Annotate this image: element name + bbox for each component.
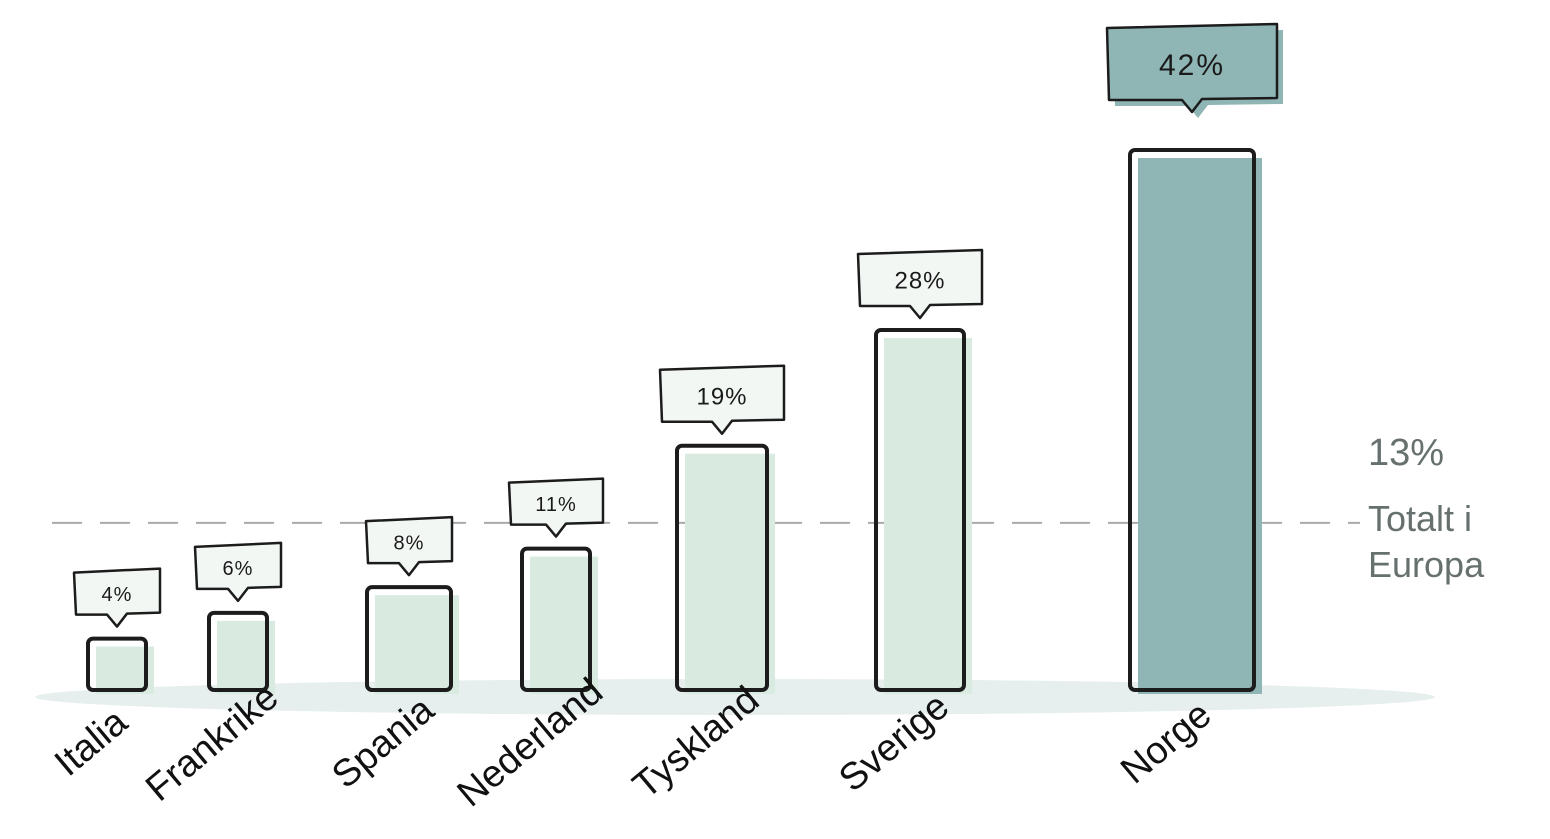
bar-fill xyxy=(375,597,447,686)
bar xyxy=(365,585,453,693)
bar-fill xyxy=(1138,160,1250,686)
value-label: 42% xyxy=(1159,49,1225,82)
value-callout xyxy=(658,364,786,435)
value-callout xyxy=(856,248,984,320)
bar xyxy=(520,546,592,692)
bar-fill xyxy=(217,622,263,686)
bar-fill xyxy=(96,648,142,686)
reference-value-label: 13% xyxy=(1368,432,1445,474)
bar xyxy=(874,328,966,692)
value-callout xyxy=(1105,22,1279,114)
bar-fill xyxy=(685,455,763,686)
value-callout xyxy=(193,541,283,603)
value-label: 19% xyxy=(696,383,747,410)
bar-fill xyxy=(884,340,960,686)
bar xyxy=(675,443,769,693)
bar-fill xyxy=(530,558,586,686)
value-label: 4% xyxy=(102,584,133,606)
reference-text-label: Totalt i Europa xyxy=(1368,498,1485,585)
value-label: 8% xyxy=(394,532,425,554)
bar xyxy=(1128,148,1256,692)
bar xyxy=(207,610,269,692)
value-callout xyxy=(364,515,454,577)
value-label: 28% xyxy=(894,268,945,295)
bar xyxy=(86,636,148,692)
value-label: 11% xyxy=(535,494,577,516)
category-label: Italia xyxy=(47,700,136,784)
value-label: 6% xyxy=(223,558,254,580)
value-callout xyxy=(507,477,605,538)
value-callout xyxy=(72,567,162,628)
